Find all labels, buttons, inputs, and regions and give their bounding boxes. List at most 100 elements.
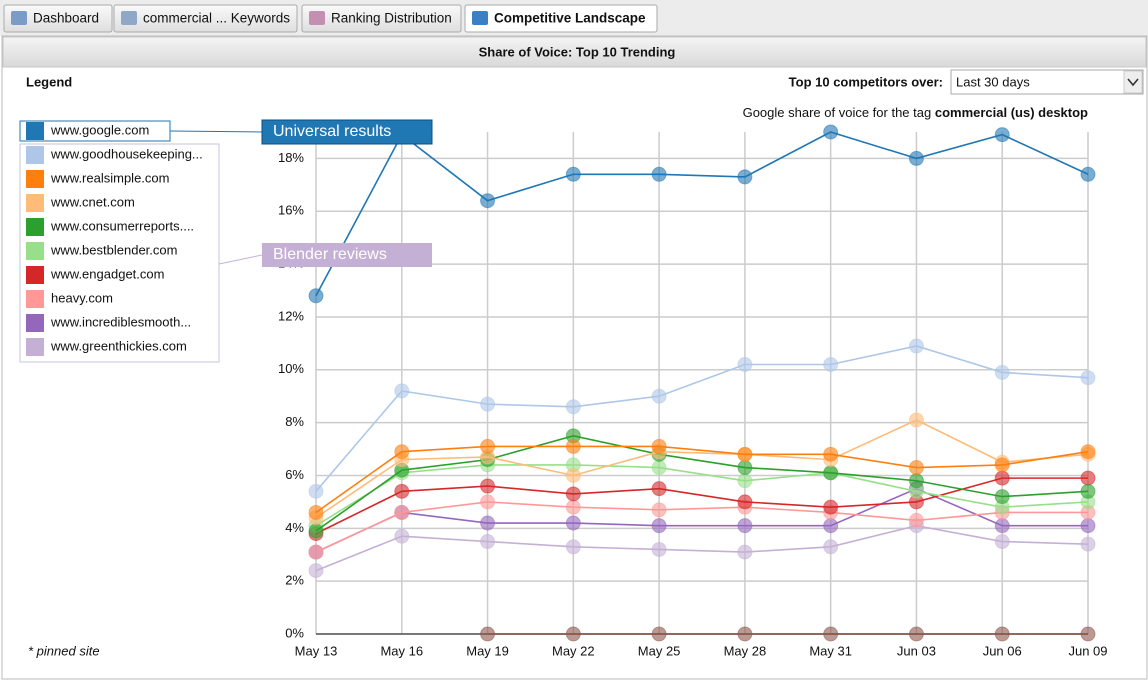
data-point [480, 534, 496, 550]
data-point [823, 539, 839, 555]
data-point [1080, 370, 1096, 386]
data-point [908, 338, 924, 354]
legend-label[interactable]: heavy.com [51, 290, 113, 305]
data-point [480, 438, 496, 454]
series-line [315, 477, 1088, 535]
legend-box [19, 143, 220, 363]
data-point [480, 515, 496, 531]
annotation-text: Universal results [273, 123, 391, 140]
data-point [308, 544, 324, 560]
x-tick-label: Jun 03 [897, 643, 936, 658]
data-point [994, 518, 1010, 534]
legend-swatch[interactable] [26, 242, 44, 260]
data-point [823, 124, 839, 140]
data-point [651, 481, 667, 497]
x-tick-label: May 19 [466, 643, 509, 658]
series-line [315, 464, 1089, 527]
legend-swatch[interactable] [26, 218, 44, 236]
period-select[interactable] [950, 69, 1144, 95]
x-tick-label: May 28 [724, 643, 767, 658]
legend-swatch[interactable] [26, 170, 44, 188]
period-value[interactable]: Last 30 days [956, 74, 1030, 89]
series-line [315, 435, 1089, 532]
data-point [823, 465, 839, 481]
tab-label[interactable]: commercial ... Keywords [143, 11, 290, 26]
y-tick-label: 6% [285, 467, 304, 482]
data-point [908, 626, 924, 642]
legend-swatch[interactable] [26, 314, 44, 332]
data-point [480, 478, 496, 494]
tab-label[interactable]: Ranking Distribution [331, 11, 452, 26]
data-point [308, 523, 324, 539]
data-point [651, 502, 667, 518]
tab-label[interactable]: Dashboard [33, 11, 99, 26]
legend-swatch[interactable] [26, 290, 44, 308]
data-point [651, 438, 667, 454]
data-point [1080, 518, 1096, 534]
data-point [823, 446, 839, 462]
tab[interactable] [3, 4, 113, 33]
x-tick-label: Jun 06 [983, 643, 1022, 658]
tab[interactable] [113, 4, 298, 33]
panel-title: Share of Voice: Top 10 Trending [479, 44, 676, 59]
panel-header [2, 36, 1147, 68]
select-arrow-box[interactable] [1123, 70, 1143, 94]
data-point [994, 364, 1010, 380]
tab[interactable] [301, 4, 462, 33]
legend-swatch[interactable] [26, 122, 44, 140]
chart-title-tag: commercial (us) desktop [935, 105, 1088, 120]
y-tick-label: 2% [285, 573, 304, 588]
legend-label[interactable]: www.engadget.com [50, 266, 164, 281]
y-tick-label: 8% [285, 414, 304, 429]
legend-label[interactable]: www.realsimple.com [50, 170, 169, 185]
data-point [737, 460, 753, 476]
data-point [908, 512, 924, 528]
y-tick-label: 16% [278, 203, 304, 218]
data-point [994, 534, 1010, 550]
legend-label[interactable]: www.cnet.com [50, 194, 135, 209]
legend-label[interactable]: www.incrediblesmooth... [50, 314, 191, 329]
legend-label[interactable]: www.goodhousekeeping... [50, 146, 203, 161]
legend-label[interactable]: www.greenthickies.com [50, 338, 187, 353]
data-point [308, 563, 324, 579]
data-point [994, 470, 1010, 486]
legend-swatch[interactable] [26, 194, 44, 212]
tab[interactable] [464, 4, 658, 33]
data-point [994, 457, 1010, 473]
data-point [308, 483, 324, 499]
data-point [1080, 483, 1096, 499]
data-point [737, 544, 753, 560]
data-point [908, 150, 924, 166]
data-point [651, 460, 667, 476]
select-arrow[interactable] [1127, 78, 1139, 87]
data-point [394, 483, 410, 499]
legend-swatch[interactable] [26, 266, 44, 284]
data-point [651, 518, 667, 534]
data-point [394, 444, 410, 460]
legend-label[interactable]: www.consumerreports.... [50, 218, 194, 233]
series-line [315, 131, 1089, 297]
data-point [908, 412, 924, 428]
data-point [823, 499, 839, 515]
data-point [394, 504, 410, 520]
legend-label[interactable]: www.bestblender.com [50, 242, 177, 257]
tab-label[interactable]: Competitive Landscape [494, 11, 646, 26]
tab-icon [11, 11, 27, 25]
legend-swatch[interactable] [26, 146, 44, 164]
tab-icon [309, 11, 325, 25]
data-point [1080, 626, 1096, 642]
series-line [315, 524, 1089, 572]
y-tick-label: 0% [285, 625, 304, 640]
legend-swatch[interactable] [26, 338, 44, 356]
y-tick-label: 10% [278, 361, 304, 376]
legend-label[interactable]: www.google.com [50, 122, 149, 137]
series-line [315, 419, 1089, 519]
data-point [823, 518, 839, 534]
data-point [308, 288, 324, 304]
data-point [651, 166, 667, 182]
data-point [565, 499, 581, 515]
data-point [308, 504, 324, 520]
data-point [565, 438, 581, 454]
data-point [565, 467, 581, 483]
data-point [565, 515, 581, 531]
